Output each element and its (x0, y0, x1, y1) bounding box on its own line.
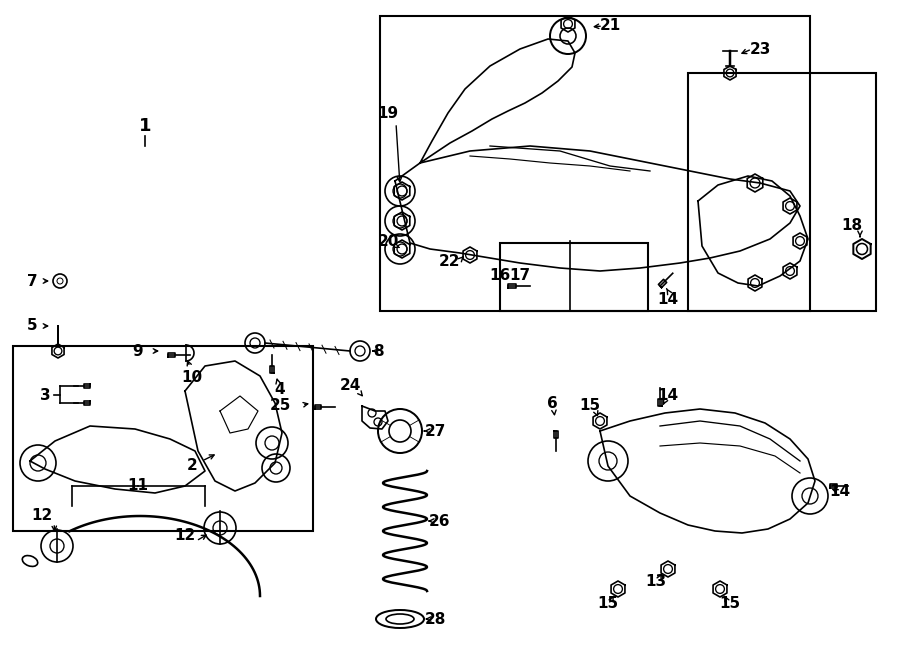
Text: 6: 6 (546, 395, 557, 410)
Text: 14: 14 (657, 292, 679, 307)
Text: 8: 8 (373, 344, 383, 358)
Text: 9: 9 (132, 344, 143, 358)
Text: 15: 15 (719, 596, 741, 611)
Text: 16: 16 (490, 268, 510, 284)
Text: 1: 1 (139, 117, 151, 135)
Text: 28: 28 (424, 611, 446, 627)
Bar (500, 243, 648, 311)
Text: 17: 17 (509, 268, 531, 284)
Text: 19: 19 (377, 106, 399, 120)
Text: 5: 5 (27, 319, 37, 334)
Text: 12: 12 (175, 529, 195, 543)
Text: 21: 21 (599, 19, 621, 34)
Text: 4: 4 (274, 381, 285, 397)
Text: 11: 11 (128, 479, 148, 494)
Text: 20: 20 (377, 233, 399, 249)
Text: 26: 26 (429, 514, 451, 529)
Text: 12: 12 (32, 508, 52, 524)
Text: 7: 7 (27, 274, 37, 288)
Text: 13: 13 (645, 574, 667, 588)
Text: 18: 18 (842, 219, 862, 233)
Text: 25: 25 (269, 397, 291, 412)
Text: 23: 23 (750, 42, 770, 56)
Text: 14: 14 (657, 389, 679, 403)
Text: 14: 14 (830, 483, 850, 498)
Text: 15: 15 (598, 596, 618, 611)
Bar (688, 73, 876, 311)
Text: 22: 22 (439, 254, 461, 268)
Bar (13, 346, 313, 531)
Bar (380, 16, 810, 311)
Text: 15: 15 (580, 399, 600, 414)
Text: 27: 27 (424, 424, 446, 438)
Text: 24: 24 (339, 379, 361, 393)
Text: 3: 3 (40, 387, 50, 403)
Text: 10: 10 (182, 369, 202, 385)
Text: 2: 2 (186, 459, 197, 473)
